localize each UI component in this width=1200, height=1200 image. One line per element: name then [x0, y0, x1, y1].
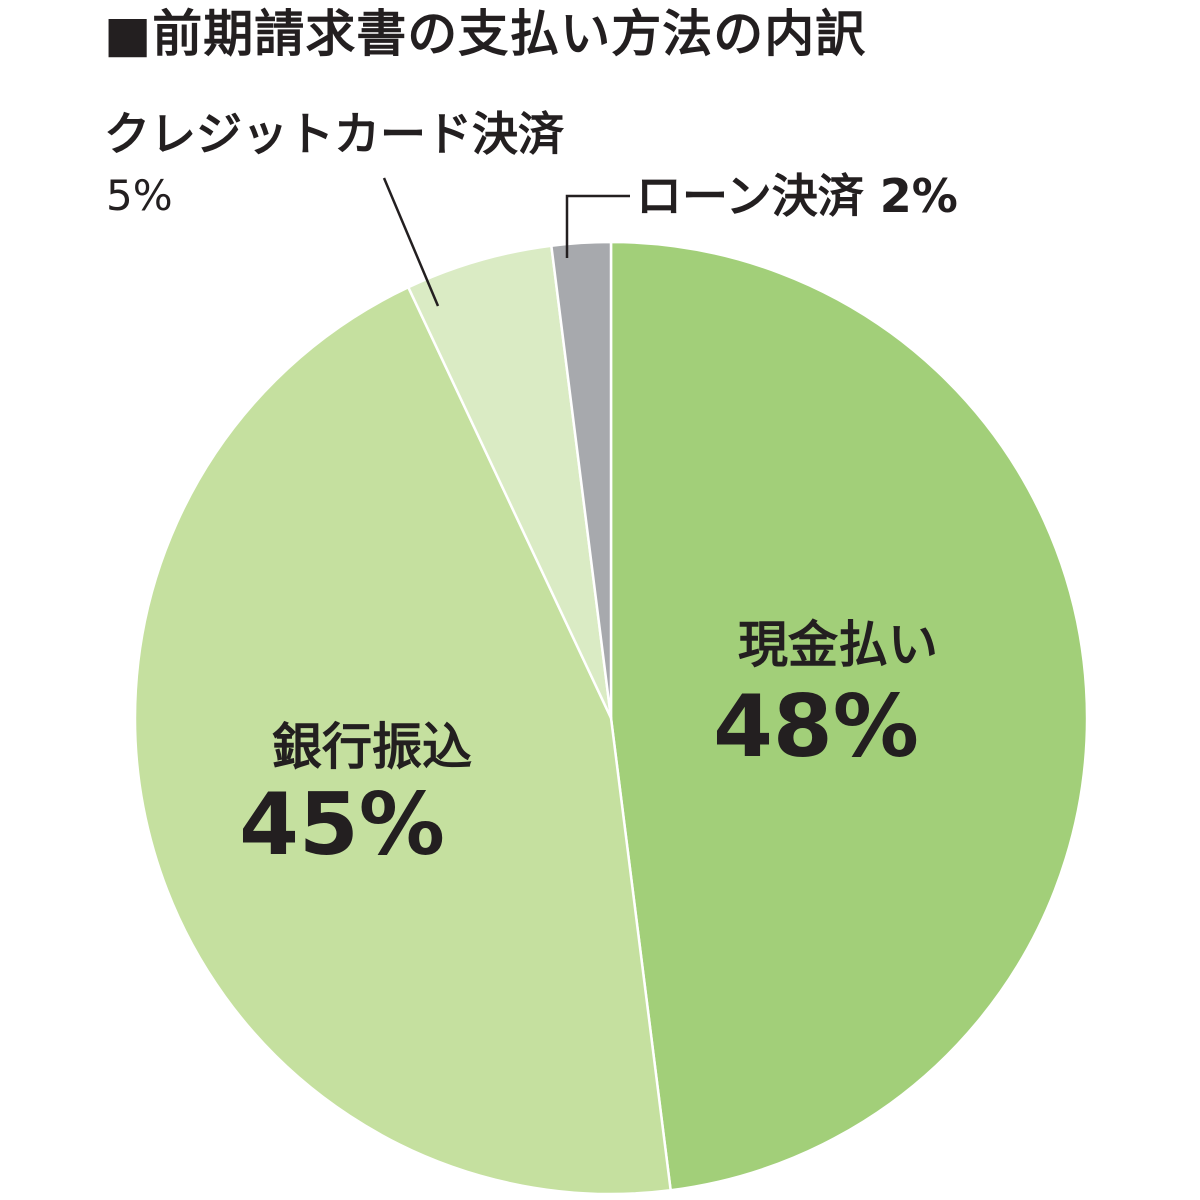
slice-label-cash: 現金払い — [738, 616, 938, 674]
slice-value-credit: 5% — [106, 171, 173, 220]
slice-credit — [407, 244, 613, 720]
chart-title: ■前期請求書の支払い方法の内訳 — [104, 5, 867, 63]
pie-slices — [133, 240, 1089, 1196]
slice-value-cash: 48% — [713, 677, 919, 777]
slice-value-loan: 2% — [879, 169, 958, 223]
slice-label-loan-name: ローン決済 — [636, 169, 864, 223]
slice-loan — [550, 240, 613, 720]
leader-line-loan — [565, 194, 630, 258]
leader-lines — [382, 177, 630, 307]
slice-label-loan: ローン決済 2% — [636, 168, 958, 224]
leader-line-credit — [382, 177, 440, 307]
slice-label-transfer: 銀行振込 — [272, 718, 472, 776]
slice-label-credit: クレジットカード決済 — [104, 107, 564, 161]
slice-value-transfer: 45% — [239, 775, 445, 875]
inner-labels: 現金払い 48% 銀行振込 45% — [239, 616, 938, 875]
slice-cash — [609, 240, 1089, 1192]
slice-transfer — [133, 286, 672, 1196]
